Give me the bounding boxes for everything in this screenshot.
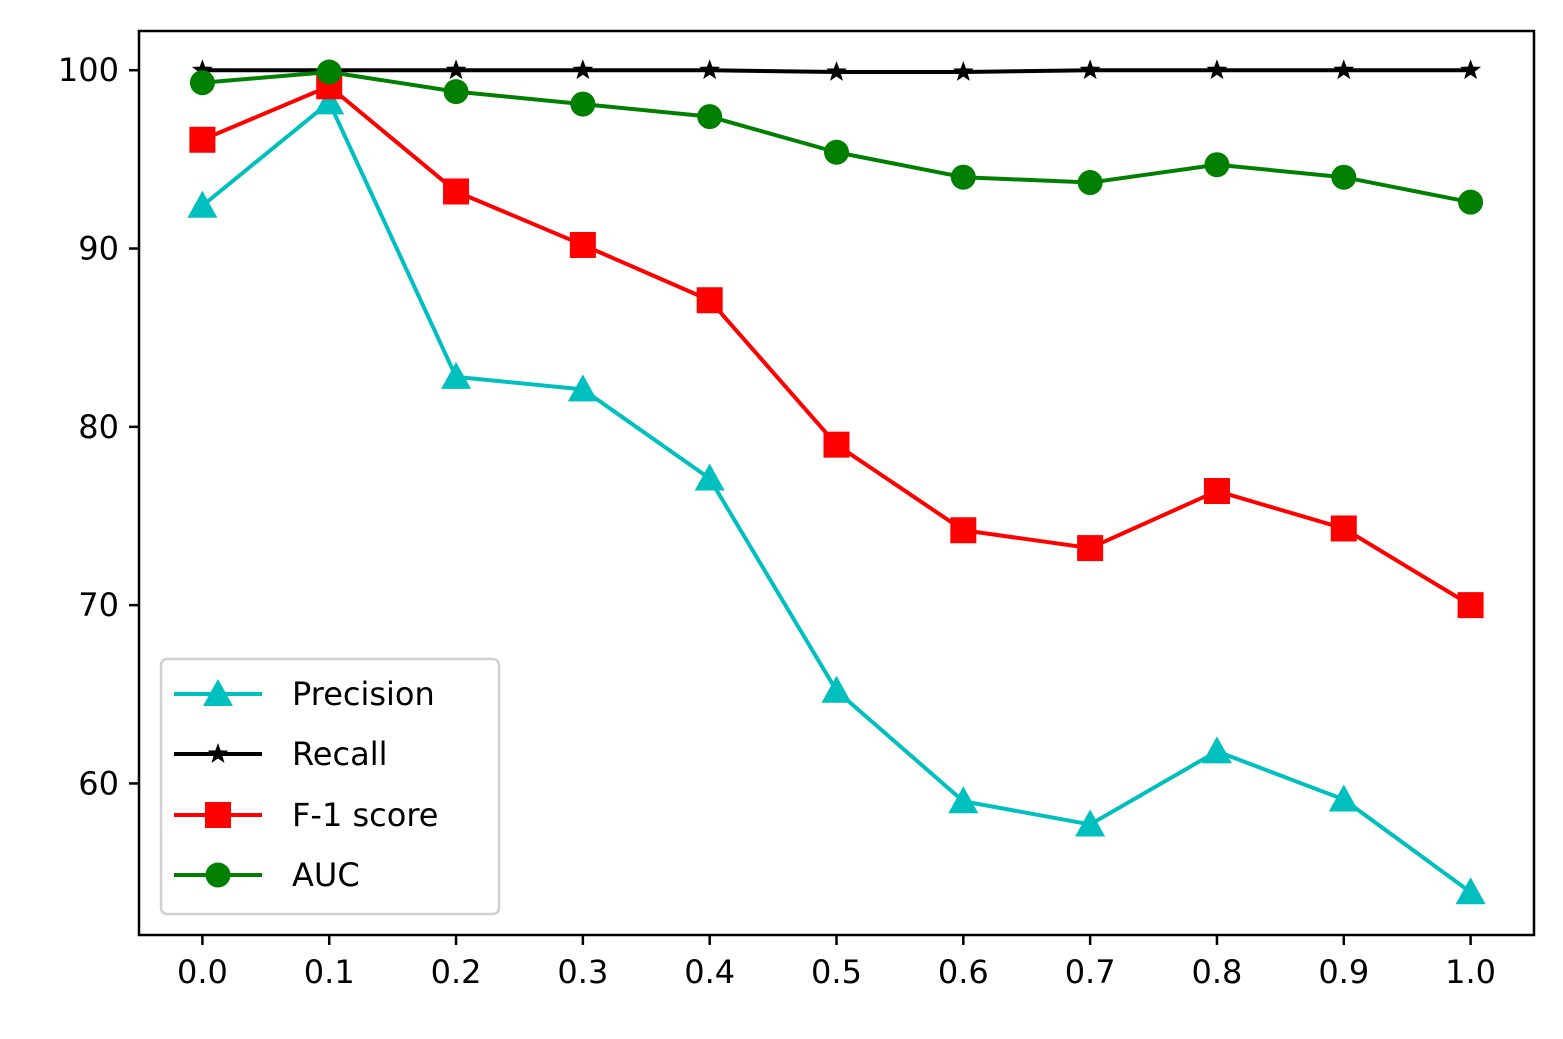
legend-label: AUC [292, 856, 360, 894]
x-tick-label: 0.2 [431, 953, 482, 991]
data-point [699, 59, 721, 80]
legend-marker [203, 679, 233, 706]
data-point [187, 190, 218, 218]
series-layer [187, 59, 1486, 905]
data-point [826, 61, 847, 81]
legend-label: F-1 score [292, 796, 438, 834]
legend-item: Precision [174, 675, 435, 713]
y-tick-label: 100 [58, 51, 119, 89]
data-point [1457, 592, 1484, 619]
data-point [821, 675, 852, 703]
data-point [696, 287, 723, 314]
data-point [1331, 164, 1357, 190]
data-point [948, 786, 979, 814]
data-point [1075, 809, 1106, 837]
data-point [570, 91, 596, 117]
data-point [316, 59, 342, 85]
y-tick-label: 90 [78, 230, 119, 268]
data-point [1206, 59, 1228, 80]
data-point [823, 431, 850, 458]
x-tick-label: 0.0 [177, 953, 228, 991]
data-point [1460, 59, 1482, 80]
y-tick-label: 80 [78, 408, 119, 446]
data-point [1077, 170, 1103, 196]
data-point [1204, 152, 1230, 178]
x-tick-label: 0.9 [1318, 953, 1369, 991]
data-point [950, 517, 977, 544]
series-recall [191, 59, 1482, 81]
data-point [1333, 59, 1355, 80]
data-point [824, 139, 849, 165]
legend-label: Precision [292, 675, 435, 713]
x-tick-label: 0.7 [1065, 953, 1116, 991]
legend-marker [205, 862, 231, 888]
legend-marker [205, 802, 231, 828]
data-point [314, 87, 345, 115]
data-point [572, 59, 594, 80]
data-point [1201, 736, 1232, 764]
data-point [441, 361, 472, 389]
legend-item: Recall [174, 735, 387, 773]
data-point [443, 178, 470, 205]
legend-box [159, 657, 501, 916]
y-tick-label: 60 [78, 764, 119, 802]
y-tick-label: 70 [78, 586, 119, 624]
x-tick-label: 0.4 [684, 953, 735, 991]
data-point [189, 126, 216, 153]
data-point [952, 61, 974, 81]
data-point [1203, 478, 1230, 505]
x-tick-label: 0.1 [304, 953, 355, 991]
data-point [950, 164, 976, 190]
data-point [697, 104, 723, 130]
x-tick-label: 0.5 [811, 953, 862, 991]
data-point [1328, 784, 1359, 812]
data-point [445, 59, 467, 80]
series-precision [187, 87, 1486, 905]
series-f-1-score [189, 73, 1484, 619]
data-point [1077, 535, 1104, 562]
data-point [694, 463, 725, 491]
data-point [569, 231, 596, 258]
x-tick-label: 0.8 [1192, 953, 1243, 991]
data-point [1458, 189, 1484, 215]
data-point [1079, 59, 1101, 80]
data-point [567, 374, 598, 402]
x-tick-label: 1.0 [1445, 953, 1496, 991]
data-point [189, 70, 215, 96]
data-point [443, 79, 469, 105]
legend: Precision Recall F-1 score AUC [159, 657, 501, 916]
legend-label: Recall [292, 735, 387, 773]
legend-item: AUC [174, 856, 360, 894]
data-point [1330, 515, 1357, 542]
series-auc [189, 59, 1484, 215]
x-tick-label: 0.3 [557, 953, 608, 991]
legend-item: F-1 score [174, 796, 438, 834]
legend-marker [207, 743, 229, 763]
data-point [191, 59, 213, 80]
data-point [1455, 877, 1486, 905]
axes-layer: 0.0 0.1 0.2 0.3 0.4 0.5 0.6 0.7 0.8 0.9 1.0 60 70 80 9… [58, 29, 1536, 991]
x-tick-label: 0.6 [938, 953, 989, 991]
